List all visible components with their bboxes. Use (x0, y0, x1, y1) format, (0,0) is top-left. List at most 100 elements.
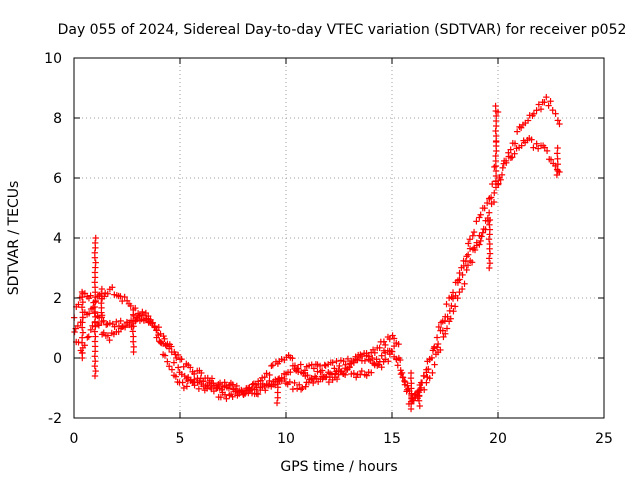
data-point (468, 259, 476, 266)
data-point (509, 154, 516, 161)
data-point (541, 99, 548, 106)
data-point (404, 382, 411, 389)
data-point (111, 323, 118, 330)
data-point (478, 233, 485, 240)
data-point (149, 319, 156, 327)
data-point (296, 381, 303, 388)
x-axis-label: GPS time / hours (280, 459, 397, 475)
data-point (79, 309, 86, 316)
data-point (75, 301, 82, 308)
data-point (316, 362, 324, 370)
data-point (274, 378, 281, 386)
data-point (461, 280, 468, 288)
data-point (390, 342, 398, 350)
data-point (465, 240, 472, 247)
data-point (358, 367, 365, 375)
data-point (518, 142, 525, 149)
data-point (161, 352, 169, 359)
data-point (443, 300, 450, 308)
data-point (423, 379, 430, 386)
data-point (79, 298, 87, 306)
data-point (85, 310, 93, 317)
data-point (225, 385, 233, 392)
data-point (507, 146, 514, 153)
data-point (325, 378, 333, 386)
data-point (358, 353, 366, 360)
data-point (471, 246, 479, 254)
data-point (127, 302, 134, 310)
x-tick-label: 10 (277, 431, 295, 447)
data-point (135, 312, 143, 320)
data-point (281, 375, 288, 383)
data-point (476, 214, 483, 221)
y-tick-label: 4 (53, 231, 62, 247)
data-point (113, 318, 120, 326)
x-tick-label: 0 (70, 431, 79, 447)
data-point (511, 150, 518, 157)
data-point (266, 377, 273, 385)
y-tick-label: 0 (53, 351, 62, 367)
data-point (249, 381, 256, 388)
data-point (78, 349, 86, 357)
data-point (289, 355, 296, 362)
data-point (537, 105, 545, 113)
data-point (132, 304, 139, 312)
data-point (388, 348, 396, 355)
data-point (263, 382, 271, 389)
data-point (552, 110, 559, 117)
data-point (98, 299, 105, 307)
data-point (333, 357, 340, 365)
data-point (434, 340, 442, 348)
y-tick-label: -2 (48, 411, 62, 427)
data-point (286, 378, 294, 386)
data-point (395, 340, 402, 348)
data-point (497, 176, 504, 183)
data-point (106, 319, 114, 327)
data-point (346, 364, 353, 371)
data-point (437, 346, 444, 354)
data-point (87, 326, 95, 334)
data-point (79, 329, 87, 336)
data-point (442, 330, 449, 337)
data-point (317, 368, 324, 376)
data-point (109, 284, 116, 291)
data-point (464, 262, 472, 269)
data-point (447, 315, 454, 322)
data-point (431, 361, 438, 368)
data-point (187, 364, 194, 371)
data-point (173, 354, 180, 362)
data-point (269, 381, 277, 388)
data-point (81, 290, 89, 297)
data-point (221, 379, 228, 386)
data-point (335, 371, 342, 378)
data-point (513, 128, 521, 135)
data-point (429, 369, 436, 377)
chart-title: Day 055 of 2024, Sidereal Day-to-day VTE… (58, 22, 627, 38)
data-point (489, 180, 496, 188)
data-point (499, 164, 506, 172)
data-point (243, 385, 250, 392)
data-point (553, 166, 561, 173)
data-point (473, 218, 480, 225)
data-point (361, 357, 369, 365)
data-point (395, 354, 403, 362)
data-point (87, 292, 94, 299)
data-point (273, 399, 281, 407)
data-point (466, 245, 474, 252)
data-point (259, 382, 266, 390)
data-point (435, 323, 443, 331)
data-point (543, 93, 550, 101)
data-point (336, 362, 343, 370)
data-point (556, 120, 563, 128)
data-point (229, 393, 236, 401)
data-point (490, 198, 498, 206)
data-point (463, 266, 470, 274)
data-point (310, 379, 317, 387)
data-point (223, 395, 230, 402)
data-point (89, 322, 96, 330)
data-point (157, 339, 164, 346)
data-point (291, 362, 299, 369)
data-point (507, 154, 515, 162)
data-points (70, 93, 563, 413)
data-point (162, 341, 169, 349)
